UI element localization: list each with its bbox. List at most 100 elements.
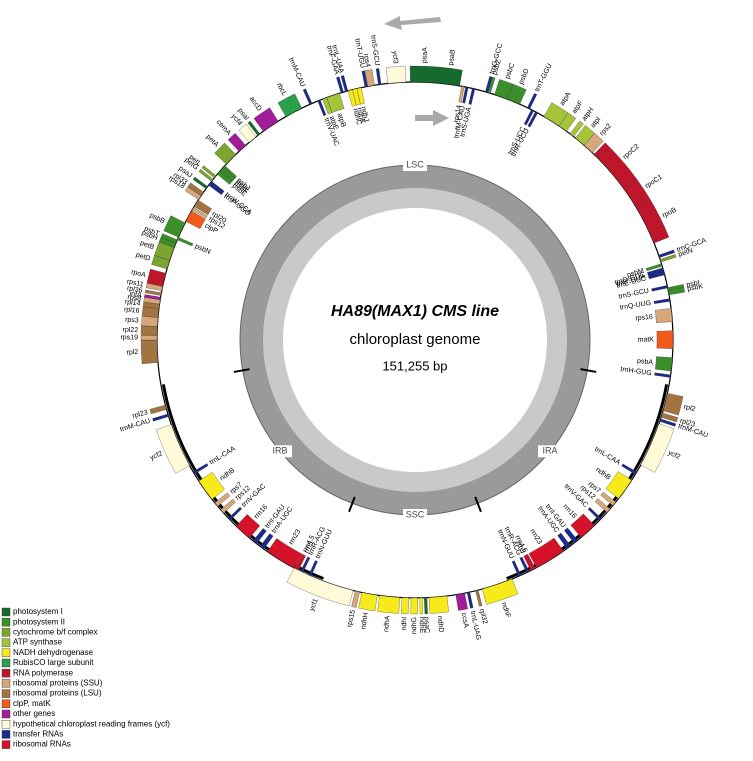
- gene-label: trnT-GGU: [534, 63, 554, 93]
- gene-label: psbM: [626, 267, 645, 279]
- genome-subtitle: chloroplast genome: [350, 331, 481, 348]
- gene-label: ndhD: [436, 616, 444, 633]
- gene: [141, 315, 159, 327]
- gene-label: atpF: [571, 100, 585, 115]
- gene: [651, 285, 668, 292]
- legend-label: clpP, matK: [13, 699, 51, 708]
- gene: [247, 120, 261, 136]
- gene-label: rpl2: [126, 349, 138, 357]
- legend-swatch: [1, 730, 11, 739]
- region-label-bg: [402, 159, 427, 171]
- region-label: IRA: [543, 446, 558, 456]
- gene: [507, 83, 527, 105]
- gene: [437, 66, 463, 87]
- legend-label: RNA polymerase: [13, 668, 74, 677]
- gene-label: psbA: [637, 358, 654, 367]
- genome-title: HA89(MAX1) CMS line: [331, 303, 499, 320]
- gene-label: petB: [139, 240, 155, 252]
- gene-label: rps2: [599, 123, 613, 138]
- legend-label: hypothetical chloroplast reading frames …: [13, 719, 170, 728]
- gene: [152, 413, 169, 422]
- legend-label: ribosomal proteins (SSU): [13, 679, 103, 688]
- legend-label: NADH dehydrogenase: [13, 648, 94, 657]
- legend-swatch: [1, 628, 11, 637]
- gene: [140, 335, 158, 341]
- gene: [185, 210, 206, 229]
- gene: [377, 595, 400, 614]
- gene-label: ycf2: [667, 449, 682, 461]
- gene-label: rps3: [125, 317, 139, 325]
- gene: [583, 132, 604, 153]
- gene: [300, 556, 311, 573]
- gene-label: trnH-GUG: [620, 366, 652, 377]
- gene-label: ndhJ: [359, 106, 369, 122]
- gene-label: psaB: [448, 49, 457, 66]
- gene: [475, 589, 483, 607]
- gene-label: psaA: [421, 47, 429, 64]
- gene-label: rrn5: [303, 540, 315, 554]
- gene-label: psbN: [194, 243, 212, 256]
- gene-label: accD: [248, 95, 263, 112]
- arrow: [384, 16, 441, 30]
- gene: [455, 592, 468, 611]
- legend-swatch: [1, 709, 11, 719]
- gene: [252, 528, 267, 544]
- legend-label: photosystem II: [13, 617, 65, 626]
- gene-label: rrn5: [514, 540, 526, 554]
- gene: [400, 597, 409, 615]
- gene: [645, 263, 663, 272]
- gene: [155, 424, 190, 474]
- gene: [140, 339, 159, 365]
- gene: [386, 66, 406, 84]
- gene-label: ndhB: [219, 467, 237, 482]
- legend-swatch: [1, 669, 11, 678]
- gene: [198, 472, 225, 500]
- gene-label: rps16: [635, 314, 653, 323]
- gene: [458, 86, 465, 103]
- gene-label: trnW-CCA: [223, 191, 253, 216]
- gc-inner: [283, 208, 547, 472]
- gene: [600, 491, 616, 506]
- gene: [653, 298, 671, 304]
- gene-label: rps11: [126, 278, 144, 288]
- gene-label: ycf2: [149, 450, 164, 462]
- gene-label: ndhC: [351, 108, 362, 126]
- legend-label: transfer RNAs: [13, 730, 63, 739]
- gene: [659, 254, 677, 263]
- gene: [564, 527, 578, 544]
- gene-label: ycf1: [309, 598, 320, 613]
- gene-label: rpl36: [126, 285, 143, 295]
- gene: [523, 554, 534, 571]
- gene: [410, 597, 419, 615]
- gene-label: ndhA: [383, 615, 392, 632]
- legend-swatch: [1, 689, 11, 698]
- region-label: IRB: [272, 446, 287, 456]
- gene-label: atpI: [590, 116, 603, 129]
- legend-label: photosystem I: [13, 607, 63, 616]
- gene-label: atpE: [328, 115, 340, 131]
- gene: [220, 498, 236, 514]
- gene-label: ndhG: [411, 617, 418, 634]
- gene: [228, 506, 242, 521]
- gene-label: cemA: [215, 119, 232, 137]
- gene-label: trnS-GCU: [369, 35, 380, 66]
- gene-label: ndhF: [500, 602, 512, 619]
- gene: [302, 88, 313, 105]
- gene: [267, 538, 303, 569]
- gene-label: trnL-CAA: [593, 446, 622, 467]
- gene: [308, 560, 318, 577]
- gene: [466, 591, 474, 609]
- gene: [527, 111, 538, 128]
- gene-label: rrn23: [288, 528, 303, 546]
- gene: [375, 68, 382, 85]
- gene: [358, 592, 378, 612]
- gene-label: rps19: [120, 334, 138, 341]
- gene: [149, 404, 167, 415]
- legend-swatch: [1, 679, 11, 688]
- gene-label: petD: [135, 252, 151, 263]
- gene: [286, 567, 354, 607]
- gene-label: psbB: [148, 212, 166, 225]
- gene: [569, 120, 584, 137]
- gene-label: ycf3: [391, 51, 399, 64]
